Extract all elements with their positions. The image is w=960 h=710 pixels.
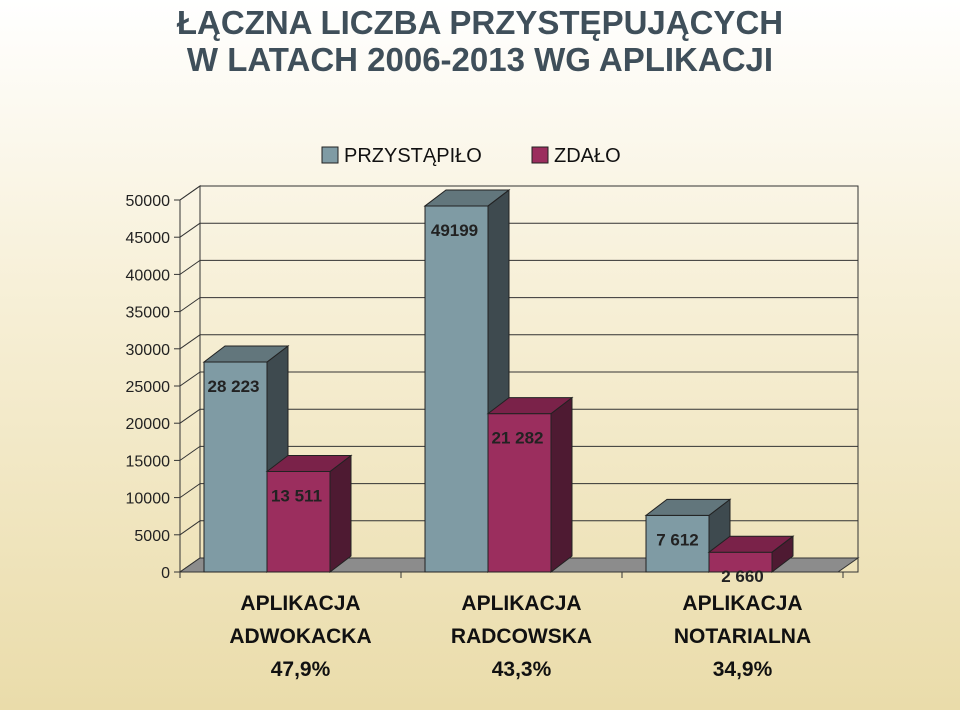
category-label: APLIKACJA (682, 592, 802, 615)
y-tick-label: 35000 (126, 305, 171, 322)
category-label: 47,9% (271, 658, 331, 681)
bar-front (424, 205, 489, 573)
data-label: 28 223 (208, 377, 260, 396)
gridline-side (179, 297, 201, 313)
gridline-side (179, 520, 201, 536)
bar-side (550, 396, 573, 574)
bar-side (329, 454, 352, 574)
gridline-side (179, 185, 201, 201)
y-tick-label: 50000 (126, 193, 171, 210)
bar-front (203, 361, 268, 573)
gridline-side (179, 259, 201, 275)
category-label: APLIKACJA (240, 592, 360, 615)
legend-label: ZDAŁO (554, 145, 621, 167)
gridline-side (179, 445, 201, 461)
legend-swatch (531, 146, 549, 164)
category-label: RADCOWSKA (451, 625, 592, 648)
gridline-side (179, 371, 201, 387)
y-tick-label: 15000 (126, 453, 171, 470)
y-tick-label: 5000 (134, 528, 170, 545)
data-label: 7 612 (656, 530, 699, 549)
gridline-side (179, 222, 201, 238)
bar-top (265, 454, 353, 472)
chart-title-line-1: ŁĄCZNA LICZBA PRZYSTĘPUJĄCYCH (176, 4, 784, 41)
y-tick-label: 20000 (126, 416, 171, 433)
gridline-side (179, 334, 201, 350)
category-label: ADWOKACKA (229, 625, 371, 648)
y-tick-label: 25000 (126, 379, 171, 396)
legend-swatch (321, 146, 339, 164)
chart-title-line-2: W LATACH 2006-2013 WG APLIKACJI (186, 41, 774, 78)
bar-front (487, 413, 552, 573)
category-label: NOTARIALNA (674, 625, 811, 648)
y-tick-label: 40000 (126, 267, 171, 284)
bar-front (645, 514, 710, 573)
bar-top (644, 498, 732, 516)
data-label: 49199 (431, 221, 478, 240)
data-label: 13 511 (271, 486, 322, 505)
chart-title: ŁĄCZNA LICZBA PRZYSTĘPUJĄCYCH W LATACH 2… (0, 4, 960, 78)
legend-label: PRZYSTĄPIŁO (344, 145, 482, 167)
y-tick-label: 30000 (126, 342, 171, 359)
data-label: 21 282 (492, 429, 544, 448)
bar-top (423, 189, 511, 207)
gridline-side (179, 483, 201, 499)
category-label: 34,9% (713, 658, 773, 681)
category-label: 43,3% (492, 658, 552, 681)
y-tick-label: 10000 (126, 491, 171, 508)
y-tick-label: 0 (161, 565, 170, 582)
bar-top (202, 345, 290, 363)
bar-top (707, 535, 795, 553)
gridline-side (179, 408, 201, 424)
data-label: 2 660 (721, 567, 764, 586)
bar-front (266, 470, 331, 573)
y-tick-label: 45000 (126, 230, 171, 247)
category-label: APLIKACJA (461, 592, 581, 615)
bar-top (486, 397, 574, 415)
